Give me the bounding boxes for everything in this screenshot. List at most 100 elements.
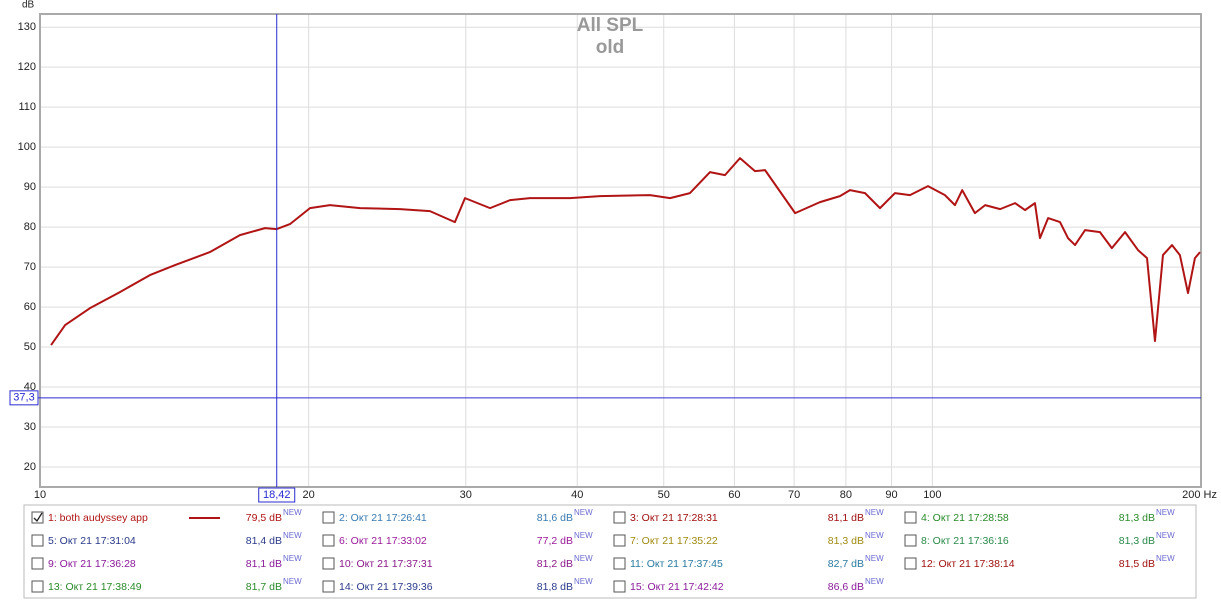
cursor-x-box — [258, 487, 296, 503]
legend-level: 81,1 dB — [246, 558, 282, 570]
legend-level: 81,6 dB — [537, 512, 573, 524]
legend-name: 10: Окт 21 17:37:31 — [339, 558, 433, 570]
legend-name: 4: Окт 21 17:28:58 — [921, 512, 1009, 524]
legend-entry[interactable]: 4: Окт 21 17:28:58 81,3 dB NEW — [904, 508, 1175, 524]
y-tick-label: 110 — [18, 101, 36, 113]
legend-name: 8: Окт 21 17:36:16 — [921, 535, 1009, 547]
legend-entry[interactable]: 3: Окт 21 17:28:31 81,1 dB NEW — [613, 508, 884, 524]
cursor-y-box — [9, 390, 39, 406]
legend-entry[interactable]: 7: Окт 21 17:35:22 81,3 dB NEW — [613, 531, 884, 547]
chart-title: All SPL — [577, 15, 644, 36]
legend-name: 9: Окт 21 17:36:28 — [48, 558, 136, 570]
legend-entry[interactable]: 12: Окт 21 17:38:14 81,5 dB NEW — [904, 554, 1175, 570]
legend-name: 13: Окт 21 17:38:49 — [48, 581, 142, 593]
checkbox[interactable] — [31, 557, 44, 570]
legend-name: 5: Окт 21 17:31:04 — [48, 535, 136, 547]
legend-entry[interactable]: 9: Окт 21 17:36:28 81,1 dB NEW — [31, 554, 302, 570]
x-tick-label: 10 — [34, 489, 46, 501]
legend-badge: NEW — [865, 554, 884, 563]
checkbox[interactable] — [322, 580, 335, 593]
y-tick-label: 100 — [18, 141, 36, 153]
legend-name: 3: Окт 21 17:28:31 — [630, 512, 718, 524]
legend-panel — [23, 504, 1197, 599]
legend-level: 81,3 dB — [828, 535, 864, 547]
legend-badge: NEW — [865, 577, 884, 586]
x-tick-label: 60 — [728, 489, 740, 501]
checkbox[interactable] — [322, 557, 335, 570]
checkbox[interactable] — [322, 511, 335, 524]
legend-level: 77,2 dB — [537, 535, 573, 547]
checkbox[interactable] — [904, 511, 917, 524]
legend-level: 81,1 dB — [828, 512, 864, 524]
checkbox[interactable] — [904, 557, 917, 570]
x-tick-label: 200 Hz — [1182, 489, 1217, 501]
checkbox[interactable] — [613, 511, 626, 524]
x-tick-label: 80 — [840, 489, 852, 501]
legend-entry[interactable]: 5: Окт 21 17:31:04 81,4 dB NEW — [31, 531, 302, 547]
legend-level: 86,6 dB — [828, 581, 864, 593]
legend-level: 81,3 dB — [1119, 535, 1155, 547]
plot-area — [40, 14, 1201, 487]
checkbox[interactable] — [322, 534, 335, 547]
x-tick-label: 20 — [303, 489, 315, 501]
legend-badge: NEW — [1156, 554, 1175, 563]
x-tick-label: 40 — [571, 489, 583, 501]
legend-entry[interactable]: 8: Окт 21 17:36:16 81,3 dB NEW — [904, 531, 1175, 547]
y-tick-label: 20 — [24, 461, 36, 473]
legend-entry[interactable]: 6: Окт 21 17:33:02 77,2 dB NEW — [322, 531, 593, 547]
legend-name: 11: Окт 21 17:37:45 — [630, 558, 723, 570]
legend-level: 81,2 dB — [537, 558, 573, 570]
legend-badge: NEW — [1156, 508, 1175, 517]
y-tick-label: 30 — [24, 421, 36, 433]
legend-badge: NEW — [865, 508, 884, 517]
legend-badge: NEW — [574, 577, 593, 586]
checkbox[interactable] — [904, 534, 917, 547]
legend-entry[interactable]: 13: Окт 21 17:38:49 81,7 dB NEW — [31, 577, 302, 593]
legend-level: 81,3 dB — [1119, 512, 1155, 524]
y-tick-label: 80 — [24, 221, 36, 233]
legend-badge: NEW — [283, 531, 302, 540]
checkmark — [33, 512, 43, 523]
legend-name: 15: Окт 21 17:42:42 — [630, 581, 724, 593]
x-tick-label: 90 — [885, 489, 897, 501]
legend-badge: NEW — [574, 531, 593, 540]
legend-name: 7: Окт 21 17:35:22 — [630, 535, 718, 547]
legend-badge: NEW — [283, 508, 302, 517]
legend-name: 14: Окт 21 17:39:36 — [339, 581, 433, 593]
legend-level: 82,7 dB — [828, 558, 864, 570]
legend-entry[interactable]: 11: Окт 21 17:37:45 82,7 dB NEW — [613, 554, 884, 570]
checkbox[interactable] — [31, 534, 44, 547]
legend-entry[interactable]: 2: Окт 21 17:26:41 81,6 dB NEW — [322, 508, 593, 524]
y-tick-label: 90 — [24, 181, 36, 193]
checkbox[interactable] — [31, 580, 44, 593]
checkbox[interactable] — [613, 557, 626, 570]
spl-curve — [50, 157, 1201, 346]
legend-entry[interactable]: 14: Окт 21 17:39:36 81,8 dB NEW — [322, 577, 593, 593]
y-axis-unit: dB — [22, 0, 35, 11]
y-tick-label: 40 — [24, 381, 36, 393]
x-tick-label: 100 — [923, 489, 941, 501]
checkbox[interactable] — [613, 534, 626, 547]
x-tick-label: 30 — [460, 489, 472, 501]
y-tick-label: 60 — [24, 301, 36, 313]
legend-level: 81,7 dB — [246, 581, 282, 593]
legend-badge: NEW — [574, 554, 593, 563]
legend-name: 12: Окт 21 17:38:14 — [921, 558, 1015, 570]
legend-badge: NEW — [574, 508, 593, 517]
legend-entry[interactable]: 1: both audyssey app 79,5 dB NEW — [31, 508, 302, 524]
legend-level: 81,4 dB — [246, 535, 282, 547]
legend-badge: NEW — [1156, 531, 1175, 540]
legend-name: 6: Окт 21 17:33:02 — [339, 535, 427, 547]
plot-border — [39, 13, 1202, 488]
legend-entry[interactable]: 10: Окт 21 17:37:31 81,2 dB NEW — [322, 554, 593, 570]
cursor-x-label: 18,42 — [263, 489, 291, 501]
checkbox[interactable] — [613, 580, 626, 593]
x-tick-label: 50 — [658, 489, 670, 501]
y-tick-label: 120 — [18, 61, 36, 73]
y-tick-label: 70 — [24, 261, 36, 273]
legend-entry[interactable]: 15: Окт 21 17:42:42 86,6 dB NEW — [613, 577, 884, 593]
checkbox[interactable] — [31, 511, 44, 524]
legend-badge: NEW — [283, 554, 302, 563]
legend-badge: NEW — [283, 577, 302, 586]
